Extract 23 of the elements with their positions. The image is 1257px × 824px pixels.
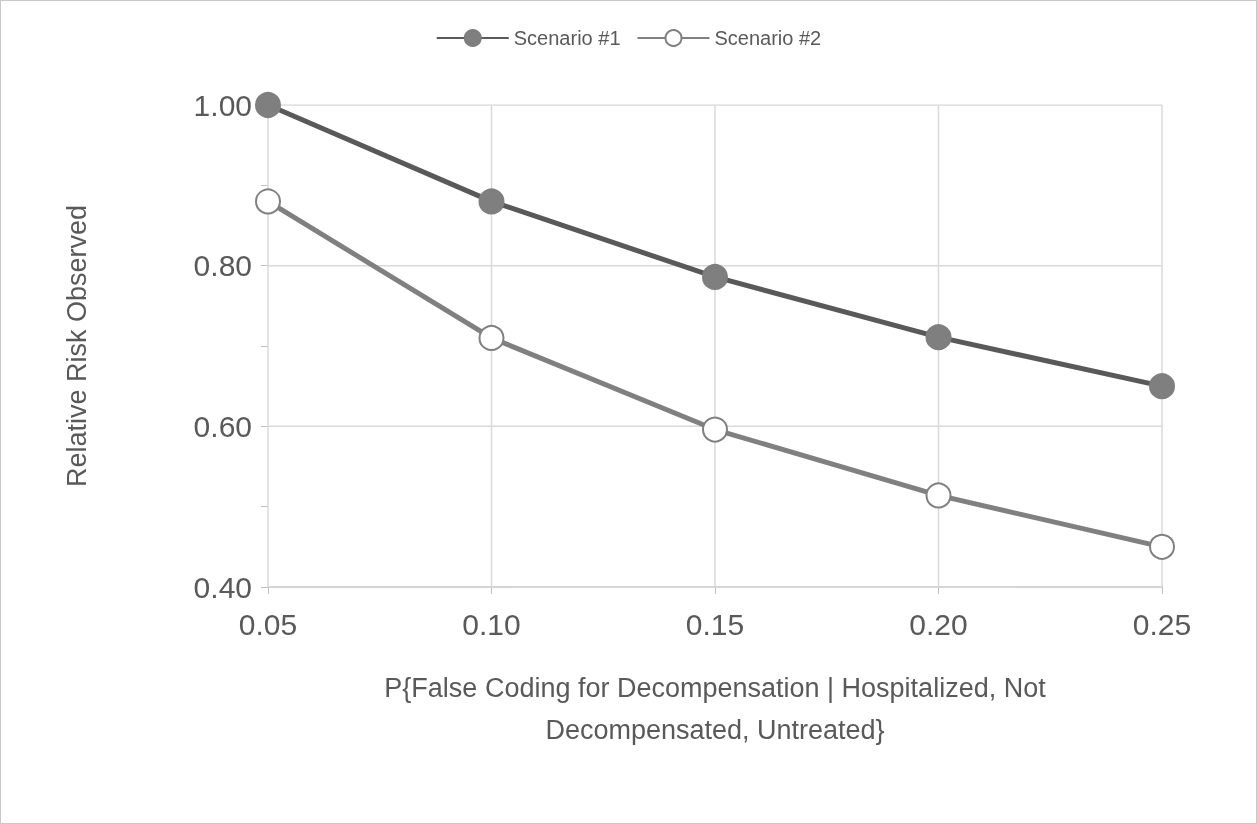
point [702,416,728,443]
x-tick-label: 0.15 [685,607,745,641]
y-axis-title: Relative Risk Observed [62,204,92,488]
point [702,263,728,290]
y-tick-label: 0.80 [193,249,252,283]
legend-label: Scenario #2 [714,27,822,49]
point [925,482,952,509]
x-axis-title: P{False Coding for Decompensation | Hospitalized, Not Decompensated, Untreated} [384,673,1047,745]
point [1149,373,1175,400]
point [925,324,952,351]
legend-label: Scenario #1 [513,27,621,49]
point [478,324,505,351]
y-tick-label: 0.40 [193,570,252,604]
y-tick-label: 1.00 [193,88,252,122]
point [1149,533,1175,560]
y-tick-label: 0.60 [193,409,252,443]
x-tick-label: 0.25 [1132,607,1192,641]
x-tick-label: 0.20 [909,607,968,641]
point [255,188,281,215]
x-tick-label: 0.05 [238,607,298,641]
point [255,92,281,118]
x-tick-label: 0.10 [462,607,521,641]
point [478,188,505,215]
